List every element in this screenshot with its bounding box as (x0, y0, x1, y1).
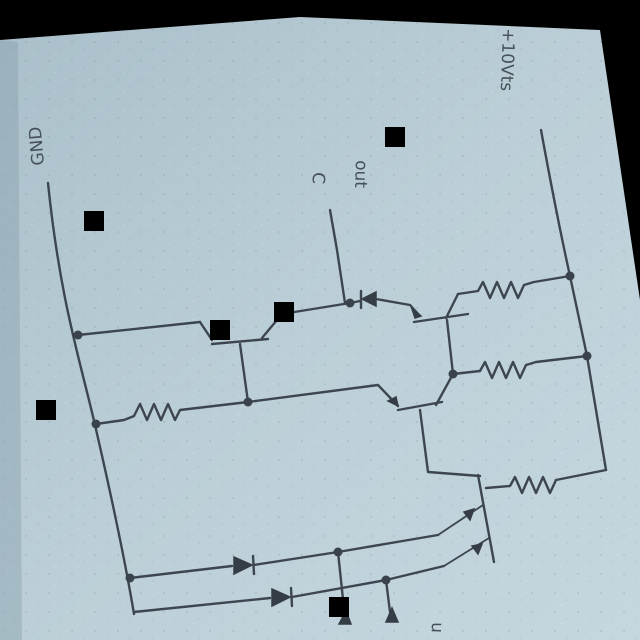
junction-mid-left (243, 397, 253, 407)
paper-texture (0, 17, 640, 640)
junction-output (345, 298, 355, 308)
resistor-top (456, 274, 572, 300)
output-label-word: out (350, 160, 371, 189)
q1-base-bar (210, 337, 270, 346)
input-arrow-mid (337, 609, 353, 625)
q4-arrow-lower (470, 542, 484, 556)
q4-arrow-upper (462, 507, 476, 522)
wire-diode-row-1 (128, 564, 234, 580)
redaction-box-5 (36, 400, 56, 420)
redaction-box-4 (210, 320, 230, 340)
q4-emitter-lower (443, 537, 490, 567)
bottom-right-label: u (427, 622, 447, 633)
wire-vertical-right (384, 578, 392, 614)
resistor-left (94, 400, 250, 426)
q3-down-wire (418, 408, 482, 478)
junction-gnd-bottom (125, 573, 135, 583)
resistor-bottom (484, 468, 608, 495)
mid-node-to-q3 (434, 372, 455, 407)
junction-mid-right (448, 369, 458, 379)
junction-gnd-mid (91, 419, 101, 429)
input-arrow-right (384, 606, 400, 623)
junction-bottom-mid (333, 547, 343, 557)
junction-vcc-top (565, 271, 575, 281)
q2-collector (444, 292, 460, 320)
diode-low (271, 587, 292, 608)
redaction-box-3 (274, 302, 294, 322)
gnd-label: GND (26, 126, 49, 167)
q3-base-bar (396, 400, 444, 412)
q2-emitter-arrow (410, 306, 423, 319)
vcc-label: +10Vts (496, 28, 518, 92)
wire-q3-to-node (246, 383, 380, 404)
redaction-box-2 (84, 211, 104, 231)
diode-mid (233, 555, 254, 576)
q4-emitter-upper (437, 504, 484, 536)
q4-bar (476, 473, 496, 564)
output-wire (328, 208, 347, 305)
wire-diode-row-2 (132, 596, 272, 614)
q2-base-bar (412, 312, 470, 324)
q2-to-mid-node (445, 318, 455, 376)
output-label-letter: C (308, 172, 328, 185)
redaction-box-1 (385, 127, 405, 147)
junction-vcc-mid (582, 351, 592, 361)
wire-gnd-to-q1 (76, 320, 202, 337)
junction-gnd-top (73, 330, 83, 340)
redaction-box-6 (329, 597, 349, 617)
paper-edge-shadow (0, 40, 22, 640)
wire-q1-base-down (238, 342, 250, 404)
junction-bottom-right (381, 575, 391, 585)
q3-emitter-arrow (386, 395, 400, 408)
resistor-middle (451, 354, 589, 380)
